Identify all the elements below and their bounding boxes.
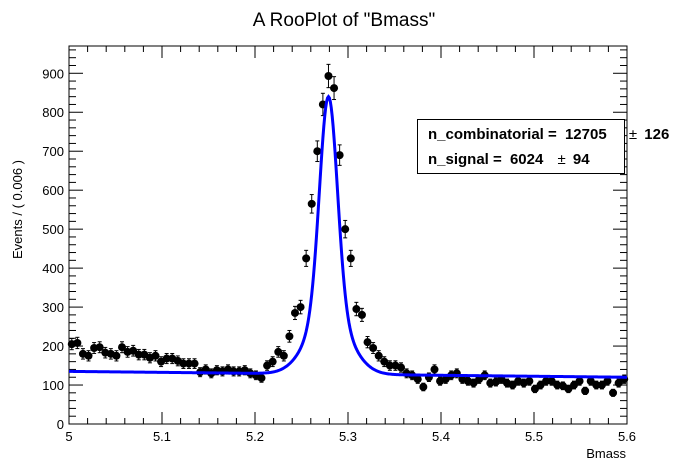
data-point	[530, 384, 539, 394]
data-point	[274, 346, 283, 358]
y-tick-label: 900	[42, 66, 64, 81]
stats-row-signal: n_signal = 6024 ± 94	[428, 151, 590, 168]
y-tick-label: 300	[42, 300, 64, 315]
plot-frame	[68, 45, 628, 425]
data-point	[279, 350, 288, 362]
data-point	[73, 336, 82, 350]
data-point	[609, 388, 618, 397]
x-axis-label: Bmass	[586, 446, 626, 461]
data-point	[385, 360, 394, 371]
data-point	[179, 358, 188, 369]
stats-value-combinatorial: 12705	[564, 126, 607, 143]
data-point	[614, 378, 623, 388]
data-point	[84, 350, 93, 362]
data-point	[162, 352, 171, 365]
data-point	[112, 350, 121, 362]
data-point	[184, 358, 193, 369]
stats-label-signal: n_signal =	[428, 151, 502, 168]
data-point	[129, 344, 138, 357]
stats-label-combinatorial: n_combinatorial =	[428, 126, 557, 143]
data-point	[430, 364, 439, 375]
data-point	[313, 140, 322, 163]
fit-curve	[68, 94, 628, 379]
data-point	[508, 380, 517, 390]
data-point	[363, 336, 372, 349]
data-point	[581, 386, 590, 395]
data-points	[67, 63, 629, 397]
data-point	[67, 338, 76, 351]
data-point	[352, 301, 361, 317]
stats-pm-signal: ±	[557, 151, 566, 168]
data-point	[324, 63, 333, 89]
x-tick-label: 5	[65, 429, 72, 444]
y-tick-label: 500	[42, 222, 64, 237]
chart-title: A RooPlot of "Bmass"	[253, 10, 435, 31]
y-tick-label: 400	[42, 261, 64, 276]
y-tick-label: 800	[42, 105, 64, 120]
data-point	[397, 362, 406, 373]
data-point	[118, 341, 127, 354]
data-point	[341, 219, 350, 239]
data-point	[263, 360, 272, 371]
data-point	[268, 356, 277, 368]
data-point	[357, 307, 366, 322]
y-tick-label: 700	[42, 144, 64, 159]
axes: 5 5.1 5.2 5.3 5.4 5.5 5.6 0 100 200 300 400 500 600 70…	[42, 45, 636, 444]
y-tick-label: 200	[42, 339, 64, 354]
data-point	[469, 378, 478, 388]
data-point	[569, 380, 578, 390]
data-point	[564, 384, 573, 394]
stats-pm-combinatorial: ±	[628, 126, 638, 143]
data-point	[307, 194, 316, 214]
data-point	[369, 342, 378, 354]
y-tick-label: 100	[42, 378, 64, 393]
x-tick-label: 5.6	[618, 429, 636, 444]
y-axis-label: Events / ( 0.006 )	[10, 160, 25, 259]
data-point	[380, 356, 389, 368]
data-point	[330, 76, 339, 101]
data-point	[296, 299, 305, 315]
data-point	[285, 329, 294, 343]
data-point	[190, 358, 199, 369]
data-point	[290, 305, 299, 321]
data-point	[302, 249, 311, 267]
y-tick-label: 0	[57, 417, 64, 432]
data-point	[536, 380, 545, 390]
data-point	[151, 350, 160, 362]
stats-value-signal: 6024	[509, 151, 544, 168]
data-point	[95, 341, 104, 354]
stats-row-combinatorial: n_combinatorial = 12705 ± 126	[428, 126, 669, 143]
data-point	[503, 378, 512, 388]
data-point	[346, 249, 355, 267]
x-tick-label: 5.1	[153, 429, 171, 444]
data-point	[374, 350, 383, 362]
data-point	[101, 346, 110, 359]
stats-error-signal: 94	[572, 151, 590, 168]
data-point	[597, 380, 606, 390]
data-point	[525, 376, 534, 386]
fit-parameters-box: n_combinatorial = 12705 ± 126 n_signal =…	[417, 119, 669, 174]
y-tick-label: 600	[42, 183, 64, 198]
data-point	[419, 382, 428, 392]
x-tick-label: 5.3	[339, 429, 357, 444]
stats-error-combinatorial: 126	[644, 126, 670, 143]
x-tick-label: 5.4	[432, 429, 450, 444]
data-point	[335, 144, 344, 166]
x-tick-label: 5.2	[246, 429, 264, 444]
x-tick-label: 5.5	[525, 429, 543, 444]
